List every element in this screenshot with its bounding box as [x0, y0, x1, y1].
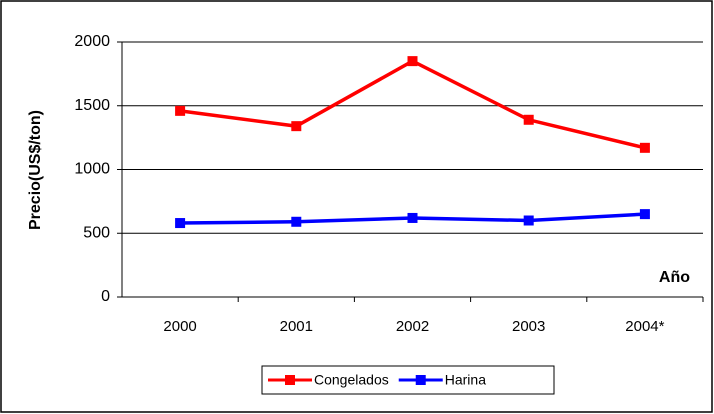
y-axis-label: Precio(US$/ton)	[27, 110, 44, 230]
marker	[523, 215, 534, 226]
marker	[639, 209, 650, 220]
y-tick-label: 1500	[74, 97, 110, 114]
x-tick-label: 2000	[163, 318, 196, 335]
x-tick-label: 2001	[280, 318, 313, 335]
x-tick-label: 2002	[396, 318, 429, 335]
marker	[523, 114, 534, 125]
x-tick-label: 2004*	[625, 318, 664, 335]
legend-label: Congelados	[314, 372, 389, 388]
marker	[175, 105, 186, 116]
y-tick-label: 0	[101, 288, 110, 305]
y-tick-label: 1000	[74, 161, 110, 178]
legend-label: Harina	[445, 372, 486, 388]
legend-marker	[285, 375, 295, 385]
marker	[291, 121, 302, 132]
y-tick-label: 500	[83, 224, 110, 241]
marker	[407, 56, 418, 67]
y-tick-label: 2000	[74, 33, 110, 50]
marker	[291, 216, 302, 227]
legend-marker	[415, 375, 426, 385]
x-tick-label: 2003	[512, 318, 545, 335]
marker	[175, 218, 186, 229]
marker	[639, 142, 650, 153]
x-axis-label: Año	[659, 269, 690, 286]
marker	[407, 212, 418, 223]
